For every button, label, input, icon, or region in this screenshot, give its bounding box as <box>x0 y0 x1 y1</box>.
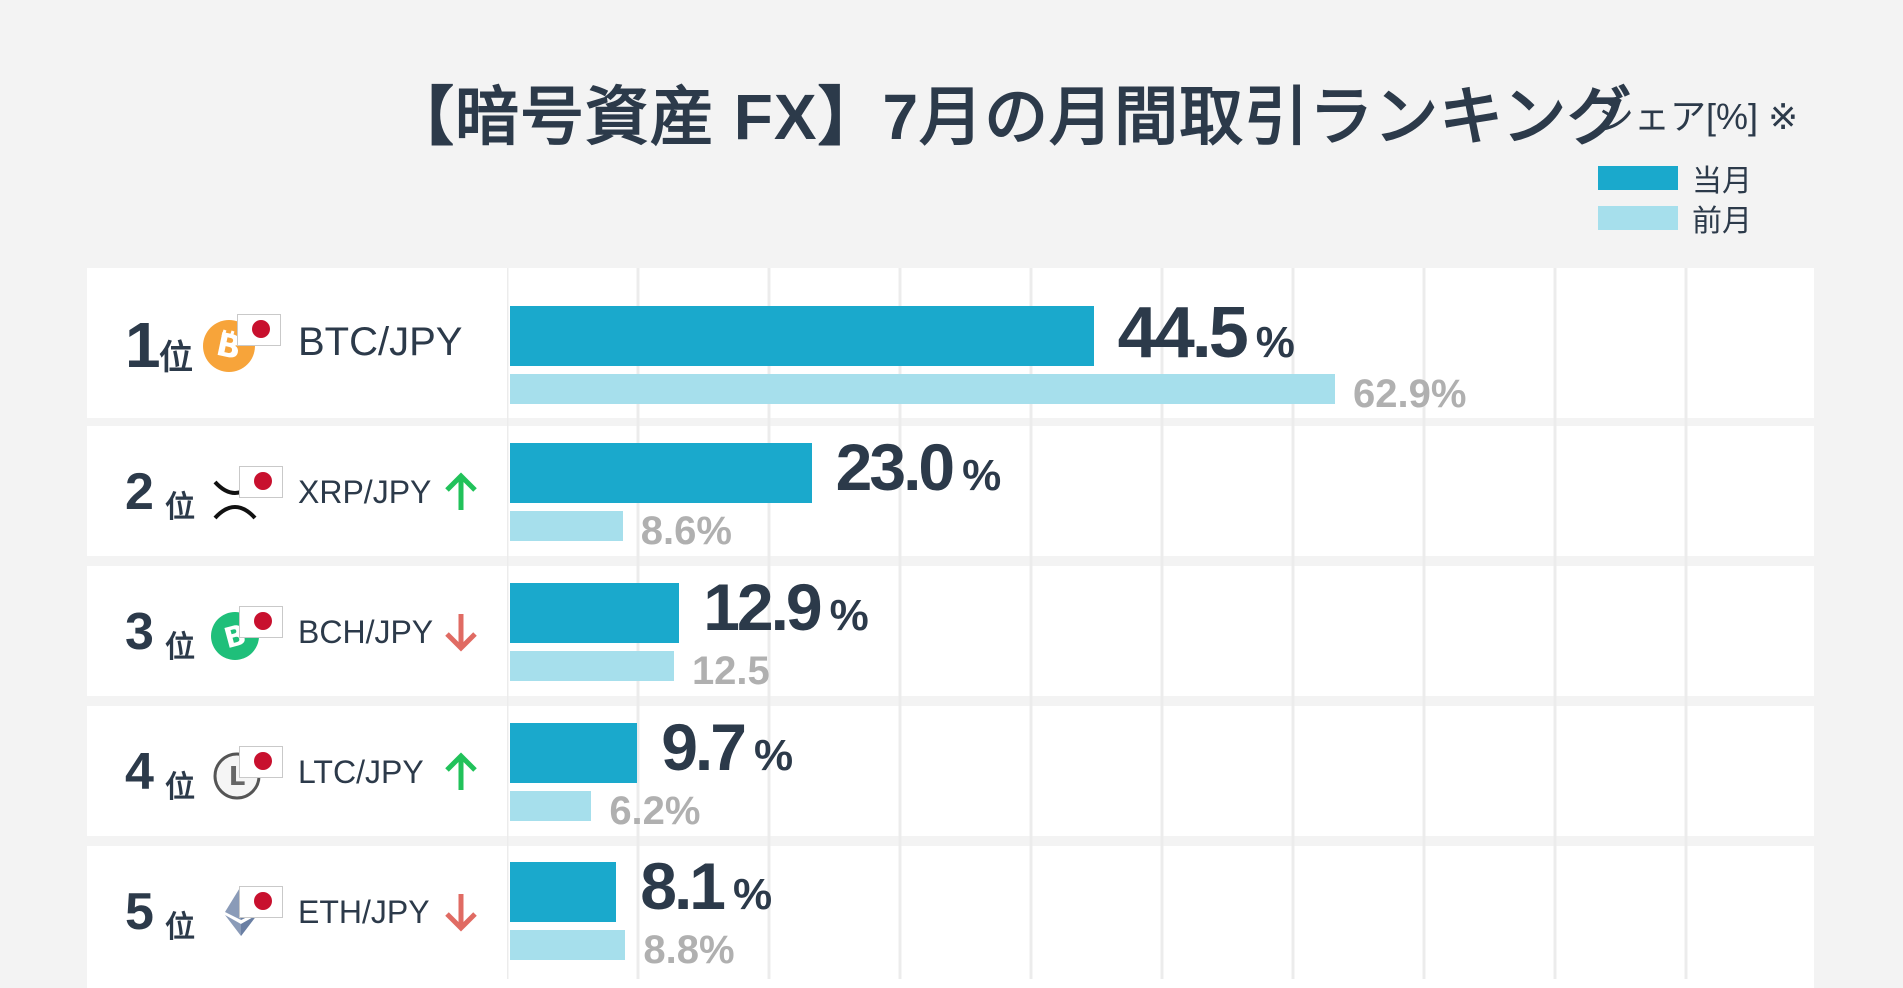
legend: シェア[%] ※ 当月 前月 <box>1598 88 1798 238</box>
ranking-row: 2 位 XRP/JPY <box>87 426 1814 556</box>
rank-suffix: 位 <box>165 771 195 804</box>
ranking-row: 5 位 ETH/JPY <box>87 846 1814 988</box>
pair-name: LTC/JPY <box>298 754 424 790</box>
japan-flag-icon <box>237 314 281 346</box>
japan-flag-icon <box>239 886 283 918</box>
rank-suffix: 位 <box>159 339 193 377</box>
rank-suffix: 位 <box>165 491 195 524</box>
ranking-row: 4 位 L LTC/JPY <box>87 706 1814 836</box>
arrow-up-icon <box>445 472 477 510</box>
rank-number: 3 <box>125 603 154 661</box>
chart-title: 【暗号資産 FX】7月の月間取引ランキング <box>390 81 1633 153</box>
rank-number: 2 <box>125 463 154 521</box>
pair-name: XRP/JPY <box>298 474 432 510</box>
japan-flag-icon <box>239 746 283 778</box>
pair-name: BTC/JPY <box>298 320 463 364</box>
row-label: 2 位 XRP/JPY <box>87 426 507 556</box>
rank-number: 4 <box>125 743 154 801</box>
rank-suffix: 位 <box>165 631 195 664</box>
rank-number: 5 <box>125 883 154 941</box>
legend-label-current: 当月 <box>1692 165 1752 198</box>
row-label: 4 位 L LTC/JPY <box>87 706 507 836</box>
row-label: 1 位 B BTC/JPY <box>87 268 507 418</box>
arrow-down-icon <box>445 894 477 932</box>
rank-suffix: 位 <box>165 911 195 944</box>
japan-flag-icon <box>239 466 283 498</box>
ranking-row: 3 位 B BCH/JPY <box>87 566 1814 696</box>
legend-label-previous: 前月 <box>1692 205 1752 238</box>
legend-swatch-previous <box>1598 206 1678 230</box>
row-label: 3 位 B BCH/JPY <box>87 566 507 696</box>
arrow-down-icon <box>445 614 477 652</box>
legend-swatch-current <box>1598 166 1678 190</box>
japan-flag-icon <box>239 606 283 638</box>
chart-gridlines <box>507 268 1688 979</box>
legend-item-previous: 前月 <box>1598 198 1798 238</box>
legend-title: シェア[%] ※ <box>1598 96 1799 137</box>
pair-name: ETH/JPY <box>298 894 430 930</box>
legend-item-current: 当月 <box>1598 158 1798 198</box>
row-label: 5 位 ETH/JPY <box>87 846 507 988</box>
arrow-up-icon <box>445 752 477 790</box>
pair-name: BCH/JPY <box>298 614 434 650</box>
rank-number: 1 <box>125 309 161 381</box>
